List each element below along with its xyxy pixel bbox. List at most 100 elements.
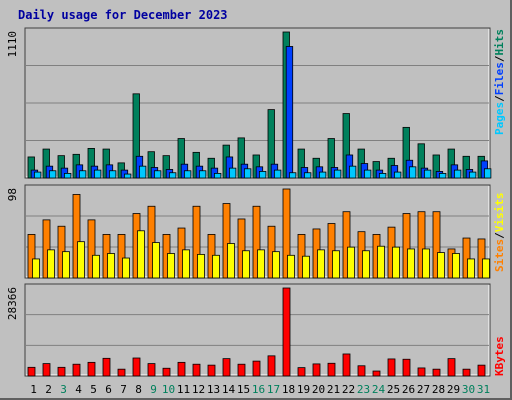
- day-label-24: 24: [372, 383, 386, 396]
- bar-pages-day-13: [213, 172, 222, 179]
- bar-visits-day-4: [72, 194, 81, 279]
- bar-sites-day-8: [137, 230, 145, 279]
- day-label-6: 6: [105, 383, 112, 396]
- day-label-31: 31: [477, 383, 490, 396]
- legend-separator: /: [493, 55, 506, 62]
- bar-pages-day-26: [408, 166, 417, 179]
- bar-sites-day-5: [92, 254, 100, 279]
- bar-sites-day-2: [47, 249, 55, 279]
- bar-kbytes-day-11: [177, 361, 186, 377]
- day-label-1: 1: [30, 383, 37, 396]
- legend-item-pages: Pages: [493, 102, 506, 135]
- bar-pages-day-30: [468, 171, 477, 179]
- bar-kbytes-day-29: [447, 358, 456, 377]
- bar-kbytes-day-7: [117, 368, 126, 377]
- bar-sites-day-28: [437, 252, 445, 279]
- bar-sites-day-26: [407, 248, 415, 279]
- bar-kbytes-day-9: [147, 363, 156, 377]
- bar-visits-day-12: [192, 205, 201, 279]
- bar-kbytes-day-5: [87, 361, 96, 377]
- bar-pages-day-27: [423, 169, 432, 179]
- bar-pages-day-17: [273, 169, 282, 179]
- bar-sites-day-21: [332, 250, 340, 279]
- bar-pages-day-25: [393, 171, 402, 179]
- bar-sites-day-9: [152, 242, 160, 279]
- bar-sites-day-22: [347, 246, 355, 279]
- panel-kbytes: [24, 283, 491, 377]
- bar-sites-day-25: [392, 246, 400, 279]
- bar-sites-day-13: [212, 254, 220, 279]
- day-label-18: 18: [282, 383, 295, 396]
- bar-kbytes-day-30: [462, 368, 471, 377]
- day-label-5: 5: [90, 383, 97, 396]
- bar-pages-day-31: [483, 168, 492, 179]
- day-label-8: 8: [135, 383, 142, 396]
- legend-separator: /: [493, 232, 506, 239]
- bar-kbytes-day-17: [267, 355, 276, 377]
- y-max-label: 28366: [6, 287, 19, 320]
- bar-visits-day-18: [282, 188, 291, 279]
- bar-pages-day-12: [198, 170, 207, 179]
- bar-sites-day-20: [317, 249, 325, 279]
- bar-kbytes-day-8: [132, 357, 141, 377]
- bar-pages-day-28: [438, 172, 447, 179]
- bar-visits-day-2: [42, 219, 51, 279]
- legend-item-visits: Visits: [493, 193, 506, 233]
- bar-sites-day-1: [32, 258, 40, 279]
- bar-visits-day-26: [402, 213, 411, 279]
- bar-sites-day-16: [257, 249, 265, 279]
- day-label-19: 19: [297, 383, 310, 396]
- bar-sites-day-3: [62, 251, 70, 279]
- legend-item-kbytes: KBytes: [493, 336, 506, 376]
- day-label-13: 13: [207, 383, 220, 396]
- bar-pages-day-16: [258, 171, 267, 179]
- day-label-23: 23: [357, 383, 370, 396]
- day-label-20: 20: [312, 383, 325, 396]
- bar-pages-day-9: [153, 170, 162, 179]
- bar-kbytes-day-27: [417, 367, 426, 377]
- day-label-7: 7: [120, 383, 127, 396]
- bar-kbytes-day-3: [57, 366, 66, 377]
- bar-pages-day-3: [64, 172, 72, 179]
- bar-sites-day-27: [422, 248, 430, 279]
- day-label-22: 22: [342, 383, 355, 396]
- bar-sites-day-15: [242, 250, 250, 279]
- bar-visits-day-16: [252, 205, 261, 279]
- bar-pages-day-5: [94, 169, 102, 179]
- bar-pages-day-1: [34, 171, 42, 179]
- bar-sites-day-11: [182, 249, 190, 279]
- legend-1: Sites/Visits: [493, 193, 506, 273]
- bar-visits-day-7: [117, 234, 126, 279]
- bar-kbytes-day-20: [312, 363, 321, 377]
- bar-kbytes-day-31: [477, 364, 486, 377]
- bar-sites-day-7: [122, 257, 130, 279]
- bar-visits-day-31: [477, 238, 486, 279]
- bar-files-day-18: [285, 46, 294, 179]
- bar-pages-day-7: [124, 173, 132, 179]
- day-label-27: 27: [417, 383, 430, 396]
- bar-sites-day-30: [467, 258, 475, 279]
- day-label-12: 12: [192, 383, 205, 396]
- bar-kbytes-day-6: [102, 357, 111, 377]
- bar-sites-day-10: [167, 253, 175, 279]
- bar-pages-day-29: [453, 169, 462, 179]
- day-label-15: 15: [237, 383, 250, 396]
- bar-pages-day-14: [228, 167, 237, 179]
- bar-kbytes-day-23: [357, 365, 366, 377]
- day-label-4: 4: [75, 383, 82, 396]
- bar-pages-day-6: [109, 170, 117, 179]
- bar-sites-day-31: [482, 258, 490, 279]
- legend-item-hits: Hits: [493, 29, 506, 56]
- bar-kbytes-day-19: [297, 367, 306, 377]
- y-max-label: 98: [6, 188, 19, 201]
- bar-visits-day-5: [87, 219, 96, 279]
- bar-kbytes-day-2: [42, 363, 51, 377]
- day-label-26: 26: [402, 383, 415, 396]
- legend-2: KBytes: [493, 336, 506, 376]
- bar-kbytes-day-25: [387, 358, 396, 377]
- bar-kbytes-day-15: [237, 363, 246, 377]
- day-label-17: 17: [267, 383, 280, 396]
- legend-item-files: Files: [493, 62, 506, 95]
- bar-sites-day-14: [227, 243, 235, 279]
- bar-sites-day-17: [272, 251, 280, 279]
